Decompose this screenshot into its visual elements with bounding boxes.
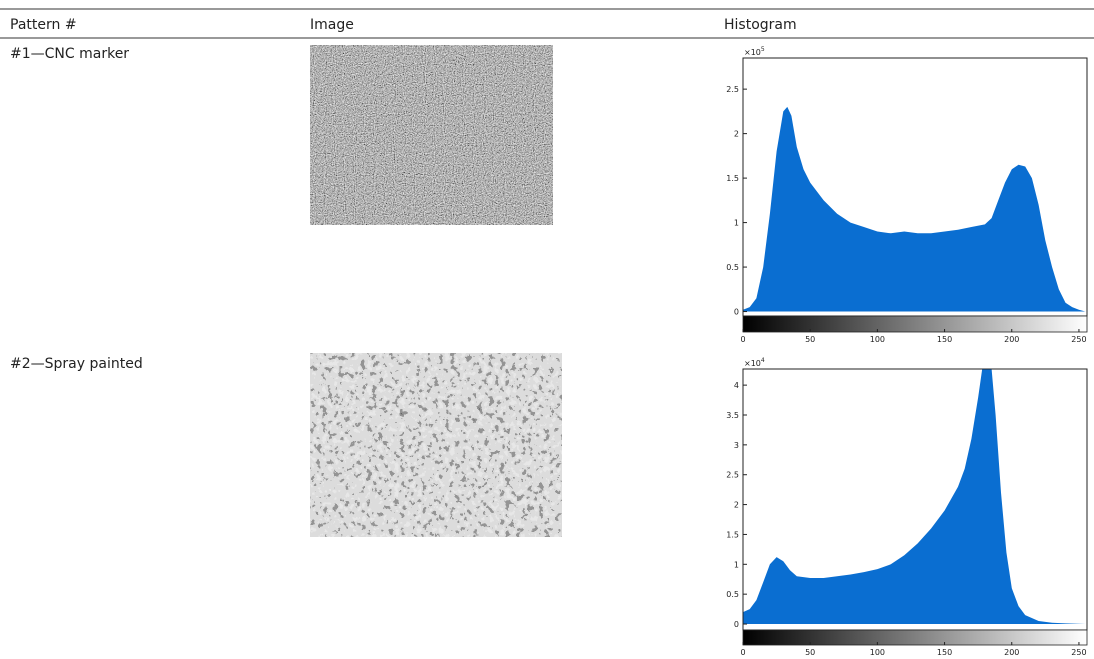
x-tick-label: 50	[805, 335, 815, 344]
x-tick-label: 0	[740, 335, 745, 344]
y-tick-label: 2.5	[726, 471, 739, 480]
y-scale-exponent: 4	[761, 357, 765, 364]
x-tick-label: 200	[1004, 335, 1019, 344]
y-tick-label: 0	[734, 620, 739, 629]
y-tick-label: 3.5	[726, 411, 739, 420]
x-tick-label: 150	[937, 648, 952, 655]
pattern-image	[310, 45, 553, 225]
x-tick-label: 150	[937, 335, 952, 344]
y-tick-label: 2	[734, 501, 739, 510]
y-scale-exponent: 5	[761, 46, 765, 53]
histogram-area	[743, 106, 1086, 312]
gray-colorbar	[742, 629, 1088, 646]
y-scale-label: ×105	[744, 46, 765, 57]
y-tick-label: 1	[734, 219, 739, 228]
pattern-name: #2—Spray painted	[10, 356, 143, 372]
y-tick-label: 1.5	[726, 530, 739, 539]
y-tick-label: 1	[734, 560, 739, 569]
y-tick-label: 1.5	[726, 174, 739, 183]
x-tick-label: 250	[1071, 335, 1086, 344]
y-tick-label: 3	[734, 441, 739, 450]
y-scale-base: ×10	[744, 359, 761, 368]
y-tick-label: 0	[734, 308, 739, 317]
y-tick-label: 2.5	[726, 85, 739, 94]
x-tick-label: 250	[1071, 648, 1086, 655]
y-tick-label: 0.5	[726, 263, 739, 272]
y-tick-label: 0.5	[726, 590, 739, 599]
pattern-image	[310, 353, 562, 537]
gray-colorbar	[742, 315, 1088, 333]
header: Image	[310, 17, 354, 33]
x-tick-label: 100	[870, 648, 885, 655]
x-tick-label: 100	[870, 335, 885, 344]
header: Histogram	[724, 17, 797, 33]
pattern-name: #1—CNC marker	[10, 46, 129, 62]
y-scale-label: ×104	[744, 357, 765, 368]
y-tick-label: 4	[734, 381, 739, 390]
x-tick-label: 50	[805, 648, 815, 655]
x-tick-label: 0	[740, 648, 745, 655]
y-tick-label: 2	[734, 130, 739, 139]
header: Pattern #	[10, 17, 77, 33]
histogram-area	[743, 369, 1086, 625]
y-scale-base: ×10	[744, 48, 761, 57]
x-tick-label: 200	[1004, 648, 1019, 655]
